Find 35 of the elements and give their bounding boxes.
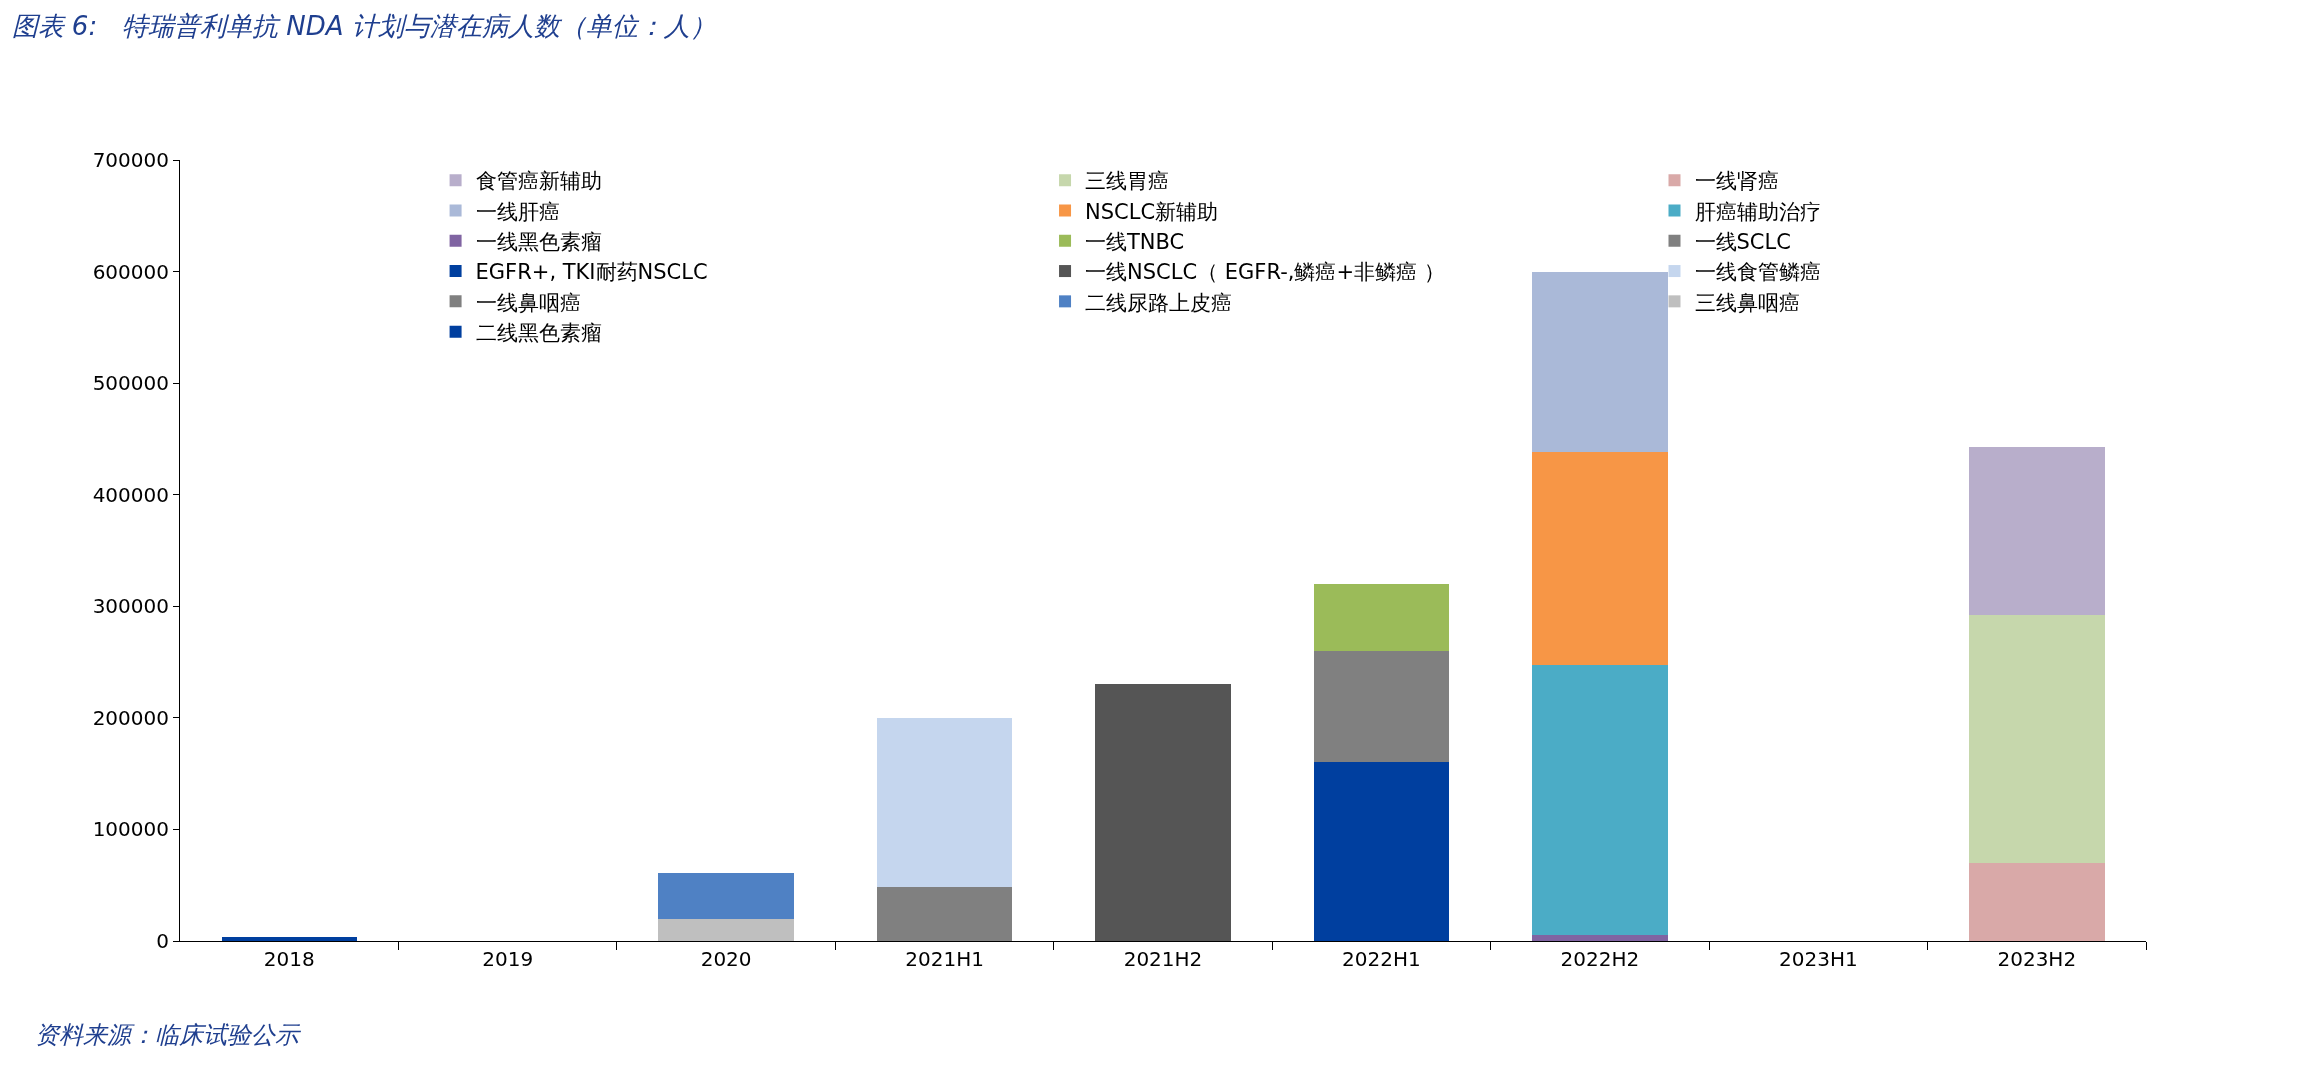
- x-tick-label: 2021H2: [1123, 947, 1203, 971]
- legend-label: 二线黑色素瘤: [475, 320, 602, 345]
- x-tick-label: 2019: [482, 947, 534, 971]
- legend-label: 一线肝癌: [475, 199, 560, 224]
- x-tick-label: 2023H2: [1997, 947, 2077, 971]
- legend-label: 肝癌辅助治疗: [1694, 199, 1821, 224]
- legend-label: 食管癌新辅助: [475, 169, 602, 194]
- y-tick-label: 0: [156, 929, 169, 953]
- legend-label: 三线鼻咽癌: [1694, 290, 1800, 315]
- chart-title: 图表 6: 特瑞普利单抗 NDA 计划与潜在病人数（单位：人）: [11, 10, 716, 41]
- y-tick-label: 100000: [92, 817, 169, 842]
- x-tick-label: 2021H1: [905, 947, 984, 971]
- y-tick-label: 300000: [92, 594, 169, 619]
- text: 资料来源：临床试验公示: [35, 1021, 302, 1049]
- legend-label: 三线胃癌: [1085, 169, 1170, 194]
- legend-label: 二线尿路上皮癌: [1085, 290, 1233, 315]
- x-tick-label: 2023H1: [1778, 947, 1858, 971]
- y-tick-label: 200000: [92, 705, 169, 730]
- legend-label: NSCLC新辅助: [1085, 199, 1219, 224]
- x-tick-label: 2022H1: [1342, 947, 1421, 971]
- legend-label: 一线食管鳞癌: [1694, 260, 1821, 285]
- legend-label: 一线SCLC: [1694, 229, 1791, 254]
- y-tick-label: 400000: [92, 482, 169, 507]
- legend-label: EGFR+, TKI耐药NSCLC: [475, 260, 708, 285]
- x-tick-label: 2018: [263, 947, 315, 971]
- y-tick-label: 600000: [92, 259, 169, 284]
- x-tick-label: 2020: [700, 947, 752, 971]
- legend-label: 一线肾癌: [1694, 169, 1779, 194]
- legend-label: 一线鼻咽癌: [475, 290, 581, 315]
- x-tick-label: 2022H2: [1560, 947, 1640, 971]
- y-tick-label: 700000: [92, 148, 169, 172]
- legend-label: 一线黑色素瘤: [475, 229, 602, 254]
- y-tick-label: 500000: [92, 371, 169, 396]
- legend-label: 一线TNBC: [1085, 229, 1185, 254]
- legend-label: 一线NSCLC（ EGFR-,鳞癌+非鳞癌 ）: [1085, 260, 1445, 285]
